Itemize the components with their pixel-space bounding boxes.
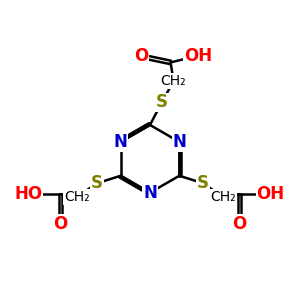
Text: CH₂: CH₂ bbox=[210, 190, 236, 204]
Text: S: S bbox=[156, 93, 168, 111]
Text: N: N bbox=[143, 184, 157, 202]
Text: OH: OH bbox=[184, 46, 212, 64]
Text: S: S bbox=[197, 174, 209, 192]
Text: O: O bbox=[53, 214, 68, 232]
Text: CH₂: CH₂ bbox=[64, 190, 90, 204]
Text: OH: OH bbox=[256, 185, 285, 203]
Text: N: N bbox=[114, 133, 128, 151]
Text: O: O bbox=[134, 46, 148, 64]
Text: N: N bbox=[172, 133, 186, 151]
Text: O: O bbox=[232, 214, 247, 232]
Text: CH₂: CH₂ bbox=[161, 74, 186, 88]
Text: S: S bbox=[91, 174, 103, 192]
Text: HO: HO bbox=[14, 185, 42, 203]
